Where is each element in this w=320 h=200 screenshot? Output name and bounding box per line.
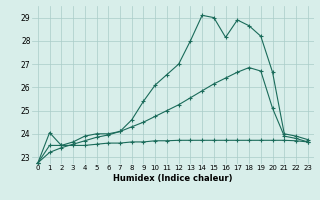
X-axis label: Humidex (Indice chaleur): Humidex (Indice chaleur): [113, 174, 233, 183]
